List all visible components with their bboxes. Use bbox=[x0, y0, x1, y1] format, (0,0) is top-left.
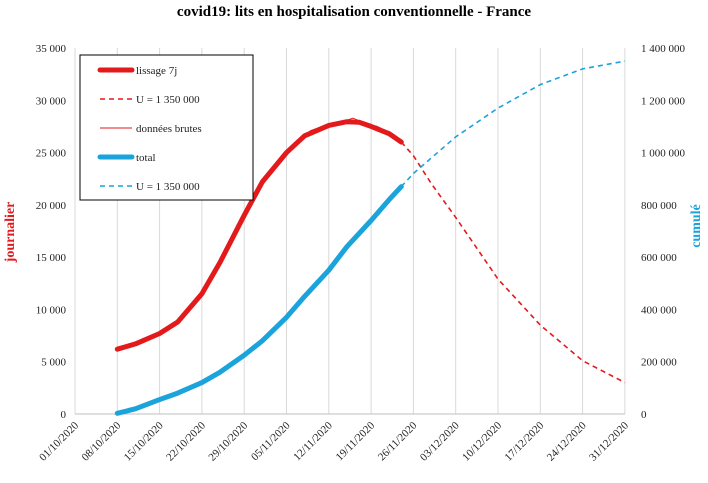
chart-title: covid19: lits en hospitalisation convent… bbox=[176, 4, 532, 20]
y-axis-right-title: cumulé bbox=[689, 204, 704, 248]
y-left-tick-label: 10 000 bbox=[36, 304, 67, 316]
legend-label: U = 1 350 000 bbox=[136, 181, 200, 193]
y-right-tick-label: 1 000 000 bbox=[641, 148, 686, 160]
x-tick-label: 22/10/2020 bbox=[164, 419, 208, 463]
y-left-tick-label: 30 000 bbox=[36, 95, 67, 107]
series-line-1 bbox=[400, 141, 626, 384]
x-tick-label: 10/12/2020 bbox=[460, 419, 504, 463]
y-right-tick-label: 1 400 000 bbox=[641, 43, 686, 55]
y-left-tick-label: 25 000 bbox=[36, 148, 67, 160]
x-tick-label: 29/10/2020 bbox=[206, 419, 250, 463]
x-tick-label: 31/12/2020 bbox=[587, 419, 631, 463]
series-line-0 bbox=[114, 119, 404, 352]
y-left-tick-label: 20 000 bbox=[36, 200, 67, 212]
series-line-4 bbox=[400, 60, 626, 188]
legend-label: données brutes bbox=[136, 123, 202, 135]
series-line-3 bbox=[114, 184, 404, 416]
x-tick-label: 05/11/2020 bbox=[249, 419, 293, 463]
x-tick-label: 12/11/2020 bbox=[291, 419, 335, 463]
x-tick-label: 15/10/2020 bbox=[122, 419, 166, 463]
x-tick-label: 24/12/2020 bbox=[545, 419, 589, 463]
series-line-2 bbox=[117, 117, 402, 350]
y-left-tick-label: 5 000 bbox=[41, 357, 66, 369]
x-tick-label: 26/11/2020 bbox=[376, 419, 420, 463]
legend-label: U = 1 350 000 bbox=[136, 94, 200, 106]
y-right-tick-label: 600 000 bbox=[641, 252, 677, 264]
x-tick-label: 01/10/2020 bbox=[37, 419, 81, 463]
y-right-tick-label: 800 000 bbox=[641, 200, 677, 212]
x-tick-label: 08/10/2020 bbox=[79, 419, 123, 463]
x-tick-label: 17/12/2020 bbox=[502, 419, 546, 463]
legend-label: lissage 7j bbox=[136, 65, 177, 77]
y-right-tick-label: 400 000 bbox=[641, 304, 677, 316]
y-right-tick-label: 200 000 bbox=[641, 357, 677, 369]
x-tick-label: 19/11/2020 bbox=[334, 419, 378, 463]
legend-label: total bbox=[136, 152, 156, 164]
y-left-tick-label: 15 000 bbox=[36, 252, 67, 264]
y-right-tick-label: 1 200 000 bbox=[641, 95, 686, 107]
y-left-tick-label: 0 bbox=[61, 409, 67, 421]
y-axis-left-title: journalier bbox=[3, 202, 18, 264]
x-tick-label: 03/12/2020 bbox=[418, 419, 462, 463]
y-right-tick-label: 0 bbox=[641, 409, 647, 421]
y-left-tick-label: 35 000 bbox=[36, 43, 67, 55]
